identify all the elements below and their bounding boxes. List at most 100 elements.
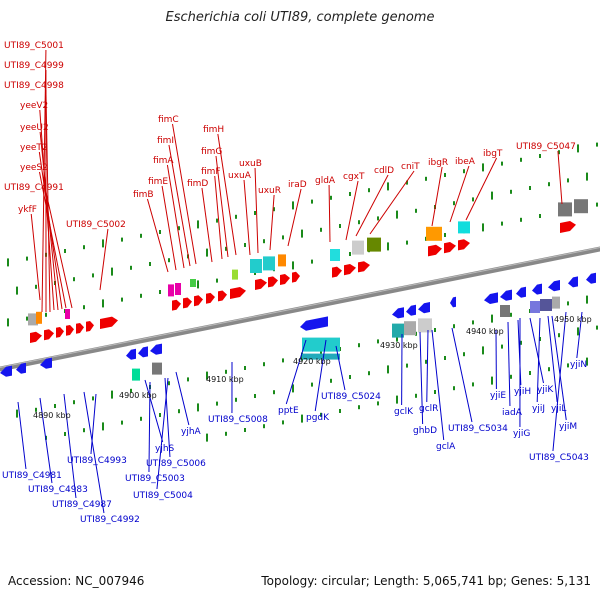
reverse-gene-arrow	[586, 272, 596, 284]
reverse-gene-label: ghbD	[413, 426, 437, 436]
reverse-feature-box	[152, 362, 162, 375]
reverse-gene-arrow	[516, 286, 526, 298]
genome-title: Escherichia coli UTI89, complete genome	[165, 10, 435, 25]
reverse-feature-box	[404, 321, 416, 336]
forward-gene-label: fimC	[158, 115, 179, 125]
reverse-leader-line	[175, 371, 190, 426]
forward-gene-label: yeeS2	[20, 163, 48, 173]
reverse-gene-arrow	[138, 346, 148, 358]
forward-leader-line	[355, 174, 389, 237]
reverse-gene-label: UTI89_C5006	[146, 459, 206, 469]
forward-leader-line	[449, 165, 470, 223]
reverse-feature-box	[132, 368, 140, 381]
forward-leader-line	[431, 166, 443, 227]
reverse-leader-line	[536, 317, 541, 403]
forward-gene-label: UTI89_C4998	[4, 81, 64, 91]
forward-feature-box	[190, 279, 196, 287]
reverse-gene-arrow	[126, 348, 136, 360]
forward-gene-label: uxuA	[228, 171, 252, 181]
forward-gene-arrow	[30, 331, 42, 343]
forward-leader-line	[254, 167, 259, 254]
forward-gene-label: yeeV2	[20, 101, 48, 111]
reverse-leader-line	[507, 321, 511, 407]
reverse-gene-label: yjiK	[537, 385, 554, 395]
forward-feature-box	[28, 313, 38, 326]
forward-gene-label: cniT	[401, 162, 420, 172]
forward-leader-line	[369, 170, 415, 235]
reverse-leader-line	[529, 317, 544, 384]
forward-feature-box	[278, 254, 286, 267]
forward-gene-arrow	[86, 321, 94, 332]
reverse-gene-label: UTI89_C5043	[529, 453, 589, 463]
reverse-leader-line	[63, 393, 77, 499]
leader-line-layer	[17, 49, 583, 514]
reverse-leader-line	[285, 339, 307, 405]
forward-gene-arrow	[560, 221, 576, 233]
reverse-gene-arrow	[532, 283, 542, 295]
scale-label: 4900 kbp	[119, 391, 157, 400]
forward-leader-line	[269, 194, 275, 251]
reverse-leader-line	[552, 311, 567, 452]
accession-label: Accession: NC_007946	[8, 574, 145, 588]
genome-summary-label: Topology: circular; Length: 5,065,741 bp…	[261, 574, 591, 588]
reverse-gene-label: gclK	[394, 407, 414, 417]
reverse-leader-line	[314, 339, 327, 412]
forward-gene-label: fimE	[148, 177, 168, 187]
reverse-gene-label: UTI89_C4992	[80, 515, 140, 525]
reverse-leader-line	[576, 311, 583, 359]
reverse-feature-box	[302, 337, 340, 352]
forward-gene-label: uxuR	[258, 186, 281, 196]
forward-gene-label: fimG	[201, 147, 222, 157]
forward-gene-label: yeeT2	[20, 143, 48, 153]
forward-gene-label: iraD	[288, 180, 307, 190]
forward-gene-label: UTI89_C4991	[4, 183, 64, 193]
forward-gene-label: ibgT	[483, 149, 503, 159]
reverse-leader-line	[156, 377, 169, 490]
reverse-gene-label: yjiM	[559, 422, 577, 432]
forward-feature-box	[352, 240, 364, 255]
label-layer: 4890 kbp 4900 kbp 4910 kbp 4920 kbp 4930 kbp…	[2, 41, 592, 525]
reverse-leader-line	[17, 401, 27, 470]
reverse-leader-line	[426, 329, 429, 403]
forward-gene-label: uxuB	[239, 159, 262, 169]
reverse-gene-label: UTI89_C4981	[2, 471, 62, 481]
forward-gene-arrow	[358, 261, 370, 273]
forward-gene-label: fimA	[153, 156, 174, 166]
forward-leader-line	[328, 184, 331, 243]
scale-label: 4950 kbp	[554, 315, 592, 324]
reverse-gene-label: pptE	[278, 406, 299, 416]
reverse-gene-arrow	[418, 302, 430, 314]
reverse-leader-line	[144, 379, 164, 443]
forward-leader-line	[287, 188, 302, 247]
forward-feature-box	[250, 259, 262, 273]
reverse-gene-label: yjiJ	[532, 404, 545, 414]
reverse-gene-label: pgdK	[306, 413, 330, 423]
forward-gene-label: cgxT	[343, 172, 365, 182]
genome-backbone-highlight	[0, 246, 600, 369]
forward-gene-arrow	[183, 297, 192, 309]
forward-gene-arrow	[218, 290, 227, 302]
reverse-gene-label: UTI89_C4987	[52, 500, 112, 510]
forward-feature-box	[65, 309, 70, 319]
scale-label: 4920 kbp	[293, 357, 331, 366]
forward-gene-label: cdlD	[374, 166, 394, 176]
forward-leader-line	[345, 180, 359, 241]
reverse-feature-box	[302, 353, 340, 360]
reverse-leader-line	[90, 393, 97, 455]
forward-gene-arrow	[206, 292, 215, 304]
forward-gene-arrow	[428, 244, 442, 257]
reverse-leader-line	[419, 331, 424, 425]
forward-gene-arrow	[255, 278, 267, 290]
forward-gene-label: UTI89_C5001	[4, 41, 64, 51]
reverse-gene-arrow	[150, 343, 162, 355]
reverse-leader-line	[39, 397, 53, 484]
forward-gene-label: ykfF	[18, 205, 37, 215]
forward-gene-arrow	[332, 266, 342, 278]
forward-feature-box	[168, 284, 174, 297]
forward-gene-label: fimF	[201, 167, 221, 177]
forward-gene-label: fimI	[157, 136, 174, 146]
reverse-gene-label: iadA	[502, 408, 523, 418]
forward-gene-label: ibgR	[428, 158, 448, 168]
forward-gene-label: UTI89_C5002	[66, 220, 126, 230]
